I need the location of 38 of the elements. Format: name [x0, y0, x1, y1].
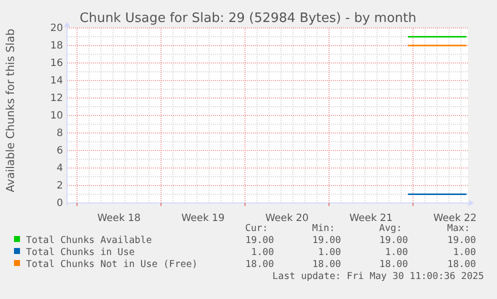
text: 19.00: [312, 235, 342, 246]
text: Min:: [312, 223, 335, 234]
x-tick-label: Week 21: [349, 213, 393, 224]
text: 1.00: [453, 247, 476, 258]
x-tick-label: Week 18: [97, 213, 141, 224]
y-tick-label: 18: [50, 40, 63, 52]
text: Last update: Fri May 30 11:00:36 2025: [272, 271, 484, 282]
legend-label: Total Chunks Available: [26, 235, 152, 246]
y-tick-label: 8: [56, 128, 63, 140]
text: 1.00: [251, 247, 274, 258]
legend-label: Total Chunks in Use: [26, 247, 135, 258]
y-tick-label: 6: [56, 146, 63, 157]
y-tick-label: 10: [50, 110, 63, 122]
text: 18.00: [447, 259, 476, 270]
y-tick-label: 12: [50, 93, 63, 104]
y-tick-label: 0: [56, 198, 63, 210]
text: 18.00: [245, 259, 274, 270]
text: 19.00: [245, 235, 274, 246]
x-tick-label: Week 19: [181, 213, 225, 224]
text: 19.00: [447, 235, 476, 246]
text: 18.00: [312, 259, 342, 270]
text: Cur:: [245, 223, 268, 234]
y-axis-title: Available Chunks for this Slab: [4, 28, 17, 192]
x-tick-label: Week 22: [433, 213, 477, 224]
text: 1.00: [318, 247, 342, 258]
y-tick-label: 20: [50, 23, 63, 34]
y-tick-label: 14: [50, 76, 63, 87]
chart-title: Chunk Usage for Slab: 29 (52984 Bytes) - by month: [80, 11, 416, 26]
text: 1.00: [385, 247, 408, 258]
x-tick-label: Week 20: [265, 213, 309, 224]
text: Max:: [447, 223, 470, 234]
y-tick-label: 16: [50, 58, 63, 70]
y-tick-label: 2: [56, 180, 63, 192]
y-tick-label: 4: [56, 163, 63, 174]
legend-label: Total Chunks Not in Use (Free): [26, 259, 198, 270]
text: Avg:: [379, 223, 402, 234]
text: 18.00: [379, 259, 408, 270]
text: 19.00: [379, 235, 408, 246]
